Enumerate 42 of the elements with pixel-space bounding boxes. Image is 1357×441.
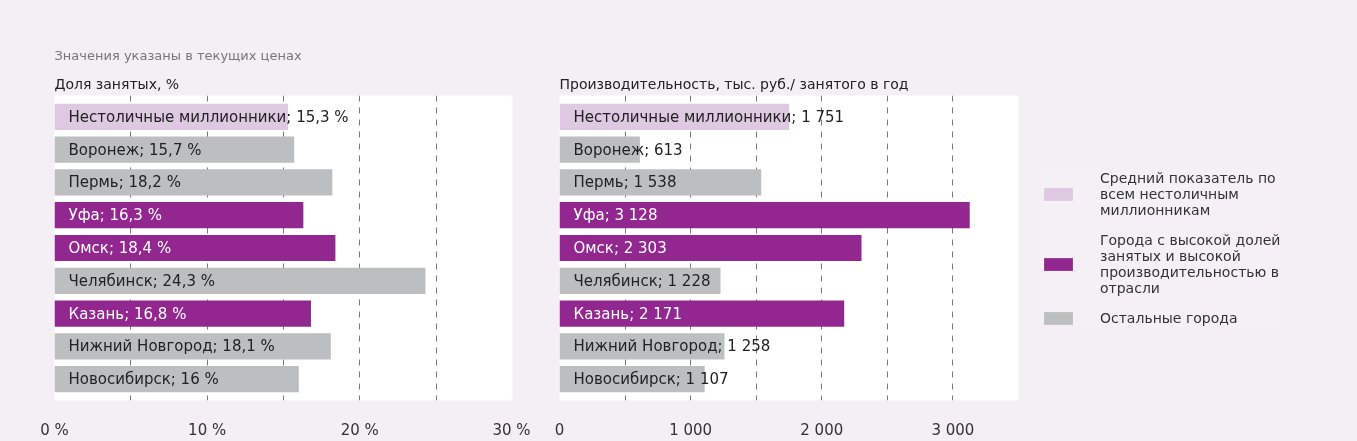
x-tick-label: 30 % (492, 420, 531, 439)
y-tick-label: Уфа; 3 128 (573, 206, 658, 225)
y-tick-label: Воронеж; 15,7 % (68, 140, 202, 159)
bar (54, 169, 333, 196)
legend-label: Средний показатель по всем нестоличным миллионникам (1100, 169, 1276, 218)
x-tick-label: 3 000 (931, 420, 975, 439)
y-tick-label: Челябинск; 1 228 (573, 271, 711, 290)
x-tick-label: 0 (554, 420, 565, 439)
y-tick-label: Нестоличные миллионники; 15,3 % (68, 107, 349, 126)
y-tick-label: Пермь; 18,2 % (68, 173, 181, 192)
legend-label: Города с высокой долей занятых и высокой производительностью в отрасли (1100, 231, 1281, 296)
bar (54, 136, 295, 163)
x-tick-label: 2 000 (800, 420, 844, 439)
y-tick-label: Казань; 16,8 % (68, 304, 187, 323)
y-tick-label: Нижний Новгород; 1 258 (573, 337, 771, 356)
y-tick-label: Уфа; 16,3 % (68, 206, 162, 225)
y-tick-label: Омск; 2 303 (573, 239, 667, 257)
text: Значения указаны в текущих ценах (54, 47, 302, 63)
y-tick-label: Воронеж; 613 (573, 140, 683, 159)
x-tick-label: 20 % (340, 420, 379, 439)
legend-label: Остальные города (1100, 309, 1238, 326)
x-tick-label: 0 % (40, 420, 69, 439)
chart-title: Производительность, тыс. руб./ занятого в год (559, 75, 909, 92)
bar (54, 202, 304, 229)
bar (54, 300, 311, 327)
chart-title: Доля занятых, % (54, 75, 180, 92)
x-tick-label: 1 000 (669, 420, 713, 439)
y-tick-label: Новосибирск; 1 107 (573, 370, 729, 389)
y-tick-label: Новосибирск; 16 % (68, 370, 219, 389)
y-tick-label: Нижний Новгород; 18,1 % (68, 337, 275, 356)
bar (54, 234, 336, 262)
y-tick-label: Нестоличные миллионники; 1 751 (573, 107, 845, 126)
bar (559, 300, 845, 327)
y-tick-label: Омск; 18,4 % (68, 239, 172, 257)
y-tick-label: Казань; 2 171 (573, 304, 682, 323)
x-tick-label: 10 % (188, 420, 227, 439)
y-tick-label: Челябинск; 24,3 % (68, 271, 215, 290)
y-tick-label: Пермь; 1 538 (573, 173, 677, 192)
bar (559, 169, 762, 196)
bar (559, 234, 862, 262)
bar (559, 202, 970, 229)
bar (54, 267, 426, 294)
